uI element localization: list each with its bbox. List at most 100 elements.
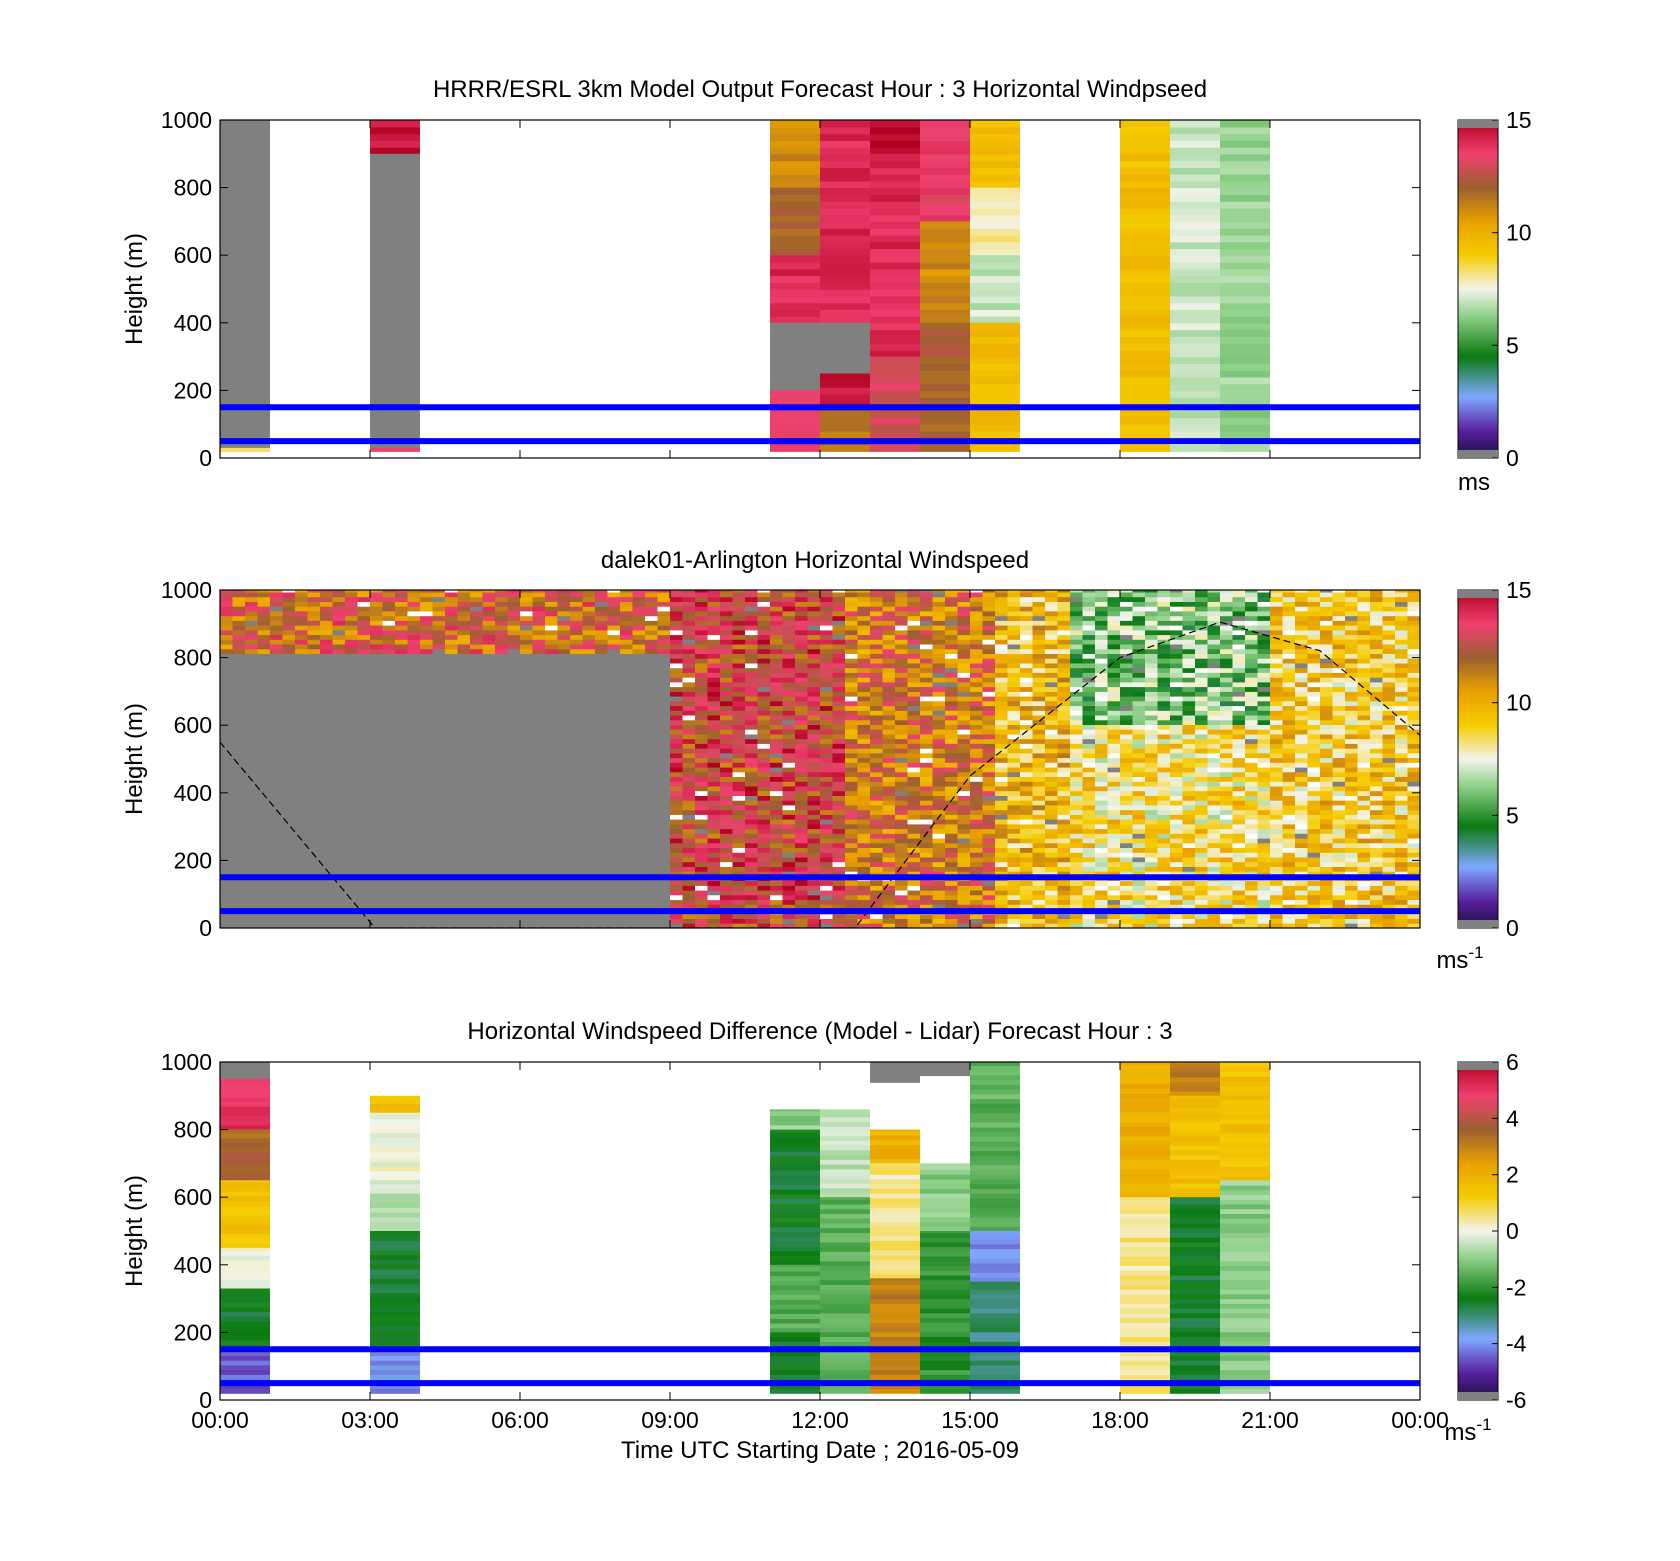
heatmap-cell: [682, 809, 696, 815]
heatmap-cell: [832, 833, 846, 839]
heatmap-cell: [945, 828, 958, 834]
heatmap-cell: [782, 724, 796, 730]
heatmap-cell: [595, 719, 608, 725]
heatmap-cell: [757, 691, 771, 697]
heatmap-cell: [1120, 268, 1170, 277]
heatmap-cell: [432, 592, 446, 598]
heatmap-cell: [545, 847, 558, 853]
heatmap-cell: [432, 658, 446, 664]
heatmap-cell: [632, 857, 646, 863]
heatmap-cell: [970, 160, 1020, 168]
heatmap-cell: [582, 866, 596, 872]
heatmap-cell: [795, 800, 808, 806]
heatmap-cell: [257, 757, 271, 763]
heatmap-cell: [545, 871, 558, 877]
heatmap-cell: [282, 762, 296, 768]
heatmap-cell: [282, 625, 296, 631]
heatmap-cell: [645, 767, 658, 773]
heatmap-cell: [545, 790, 558, 796]
heatmap-cell: [757, 805, 771, 811]
heatmap-cell: [645, 781, 658, 787]
heatmap-cell: [682, 805, 696, 811]
heatmap-cell: [795, 828, 808, 834]
heatmap-cell: [382, 762, 396, 768]
heatmap-cell: [620, 658, 633, 664]
heatmap-cell: [695, 710, 708, 716]
heatmap-cell: [782, 904, 796, 910]
heatmap-cell: [295, 700, 308, 707]
heatmap-cell: [395, 814, 408, 820]
heatmap-cell: [682, 828, 696, 834]
heatmap-cell: [895, 823, 908, 830]
heatmap-cell: [257, 894, 271, 901]
heatmap-cell: [607, 776, 621, 782]
heatmap-cell: [707, 596, 721, 602]
heatmap-cell: [470, 800, 483, 806]
heatmap-cell: [782, 596, 796, 602]
heatmap-cell: [570, 776, 583, 782]
heatmap-cell: [732, 762, 746, 768]
heatmap-cell: [245, 601, 258, 607]
heatmap-cell: [507, 658, 521, 664]
heatmap-cell: [470, 885, 483, 891]
heatmap-cell: [245, 691, 258, 697]
heatmap-cell: [495, 866, 508, 872]
heatmap-cell: [482, 762, 496, 768]
heatmap-cell: [820, 918, 833, 924]
heatmap-cell: [770, 201, 820, 209]
heatmap-cell: [370, 748, 383, 754]
heatmap-cell: [932, 748, 946, 754]
heatmap-cell: [982, 847, 996, 853]
heatmap-cell: [770, 214, 820, 222]
heatmap-cell: [807, 795, 821, 801]
heatmap-cell: [957, 611, 971, 617]
heatmap-cell: [832, 819, 846, 825]
heatmap-cell: [507, 663, 521, 669]
heatmap-cell: [395, 629, 408, 636]
heatmap-cell: [582, 847, 596, 853]
heatmap-cell: [270, 639, 283, 645]
heatmap-cell: [870, 322, 920, 331]
heatmap-cell: [332, 904, 346, 910]
heatmap-cell: [370, 590, 383, 593]
heatmap-cell: [620, 871, 633, 877]
heatmap-cell: [357, 724, 371, 730]
heatmap-cell: [520, 861, 533, 867]
heatmap-cell: [932, 686, 946, 692]
heatmap-cell: [770, 842, 783, 848]
heatmap-cell: [420, 681, 433, 688]
heatmap-cell: [220, 719, 233, 725]
heatmap-cell: [370, 204, 420, 212]
heatmap-cell: [557, 691, 571, 697]
heatmap-cell: [945, 904, 958, 910]
heatmap-cell: [407, 767, 421, 773]
heatmap-cell: [982, 814, 996, 820]
heatmap-cell: [670, 729, 683, 735]
heatmap-cell: [445, 738, 458, 744]
heatmap-cell: [270, 653, 283, 659]
heatmap-cell: [557, 771, 571, 777]
heatmap-cell: [507, 899, 521, 905]
heatmap-cell: [932, 644, 946, 650]
heatmap-cell: [382, 894, 396, 901]
heatmap-cell: [620, 686, 633, 692]
heatmap-cell: [407, 819, 421, 825]
heatmap-cell: [782, 913, 796, 919]
heatmap-cell: [370, 710, 383, 716]
heatmap-cell: [670, 786, 683, 792]
heatmap-cell: [732, 620, 746, 626]
heatmap-cell: [432, 857, 446, 863]
heatmap-cell: [482, 842, 496, 848]
heatmap-cell: [907, 748, 921, 754]
heatmap-cell: [357, 757, 371, 763]
heatmap-cell: [732, 823, 746, 830]
heatmap-cell: [907, 696, 921, 702]
heatmap-cell: [795, 823, 808, 830]
heatmap-cell: [682, 894, 696, 901]
heatmap-cell: [707, 738, 721, 744]
heatmap-cell: [245, 606, 258, 612]
heatmap-cell: [657, 762, 671, 768]
heatmap-cell: [570, 790, 583, 796]
heatmap-cell: [320, 611, 333, 617]
heatmap-cell: [470, 880, 483, 886]
